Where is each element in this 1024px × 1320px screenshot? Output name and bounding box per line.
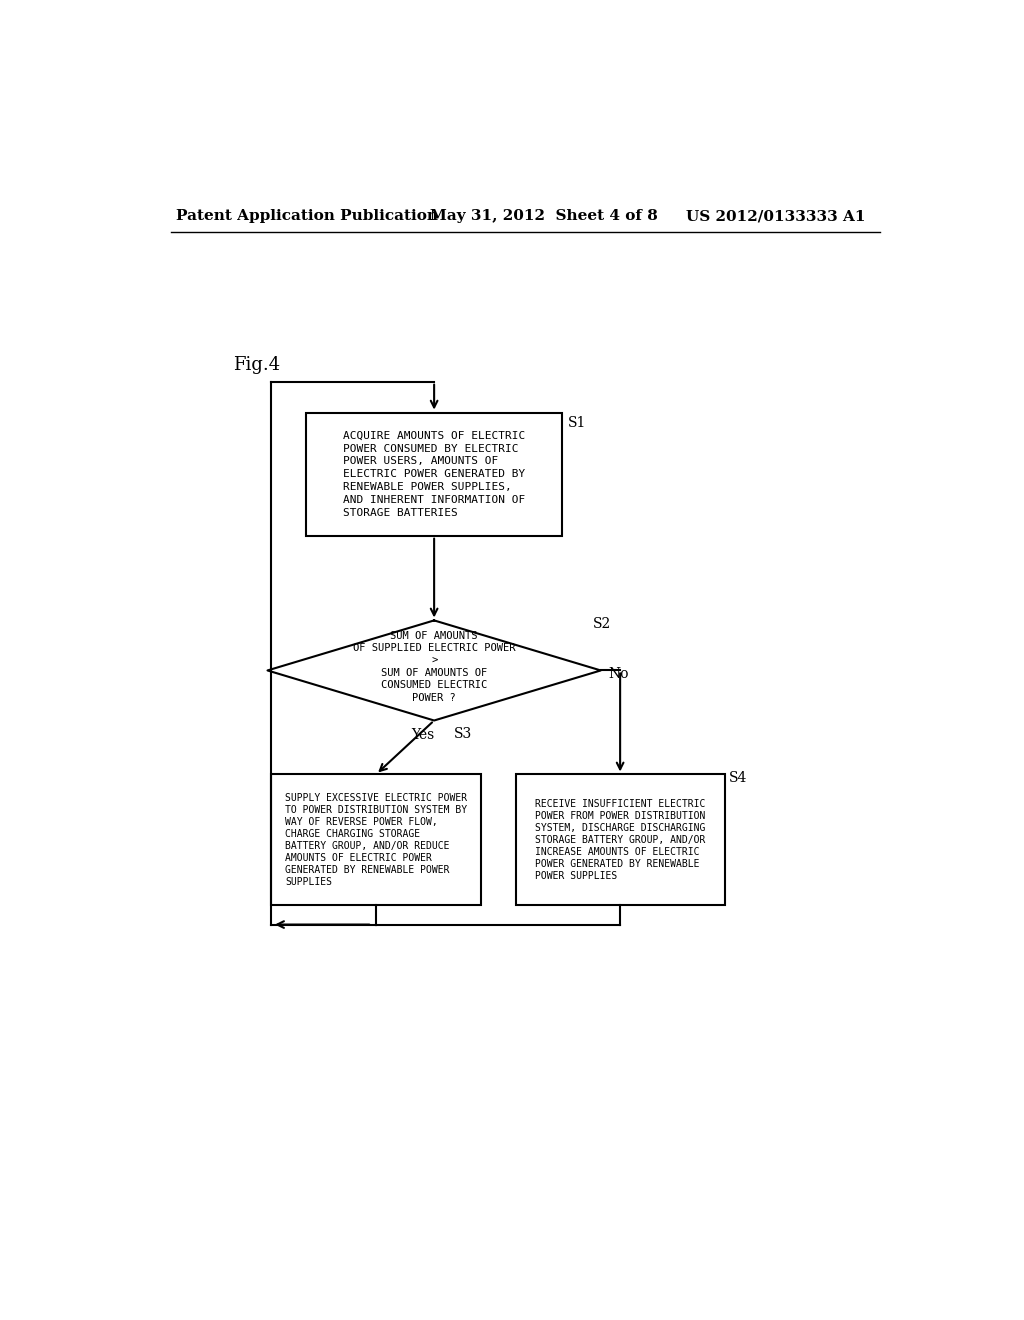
Text: S2: S2 <box>593 616 611 631</box>
Text: Fig.4: Fig.4 <box>232 356 280 374</box>
Text: May 31, 2012  Sheet 4 of 8: May 31, 2012 Sheet 4 of 8 <box>430 209 658 223</box>
Bar <box>515 775 725 906</box>
Text: S1: S1 <box>568 416 587 430</box>
Text: No: No <box>608 667 629 681</box>
Text: ACQUIRE AMOUNTS OF ELECTRIC
POWER CONSUMED BY ELECTRIC
POWER USERS, AMOUNTS OF
E: ACQUIRE AMOUNTS OF ELECTRIC POWER CONSUM… <box>343 430 525 517</box>
Bar <box>306 412 562 536</box>
Text: US 2012/0133333 A1: US 2012/0133333 A1 <box>686 209 865 223</box>
Text: RECEIVE INSUFFICIENT ELECTRIC
POWER FROM POWER DISTRIBUTION
SYSTEM, DISCHARGE DI: RECEIVE INSUFFICIENT ELECTRIC POWER FROM… <box>535 799 706 880</box>
Text: Patent Application Publication: Patent Application Publication <box>176 209 438 223</box>
Bar <box>271 775 480 906</box>
Text: Yes: Yes <box>411 729 434 742</box>
Text: SUM OF AMOUNTS
OF SUPPLIED ELECTRIC POWER
>
SUM OF AMOUNTS OF
CONSUMED ELECTRIC
: SUM OF AMOUNTS OF SUPPLIED ELECTRIC POWE… <box>353 631 515 702</box>
Text: S4: S4 <box>729 771 746 784</box>
Text: SUPPLY EXCESSIVE ELECTRIC POWER
TO POWER DISTRIBUTION SYSTEM BY
WAY OF REVERSE P: SUPPLY EXCESSIVE ELECTRIC POWER TO POWER… <box>285 793 467 887</box>
Text: S3: S3 <box>454 726 472 741</box>
